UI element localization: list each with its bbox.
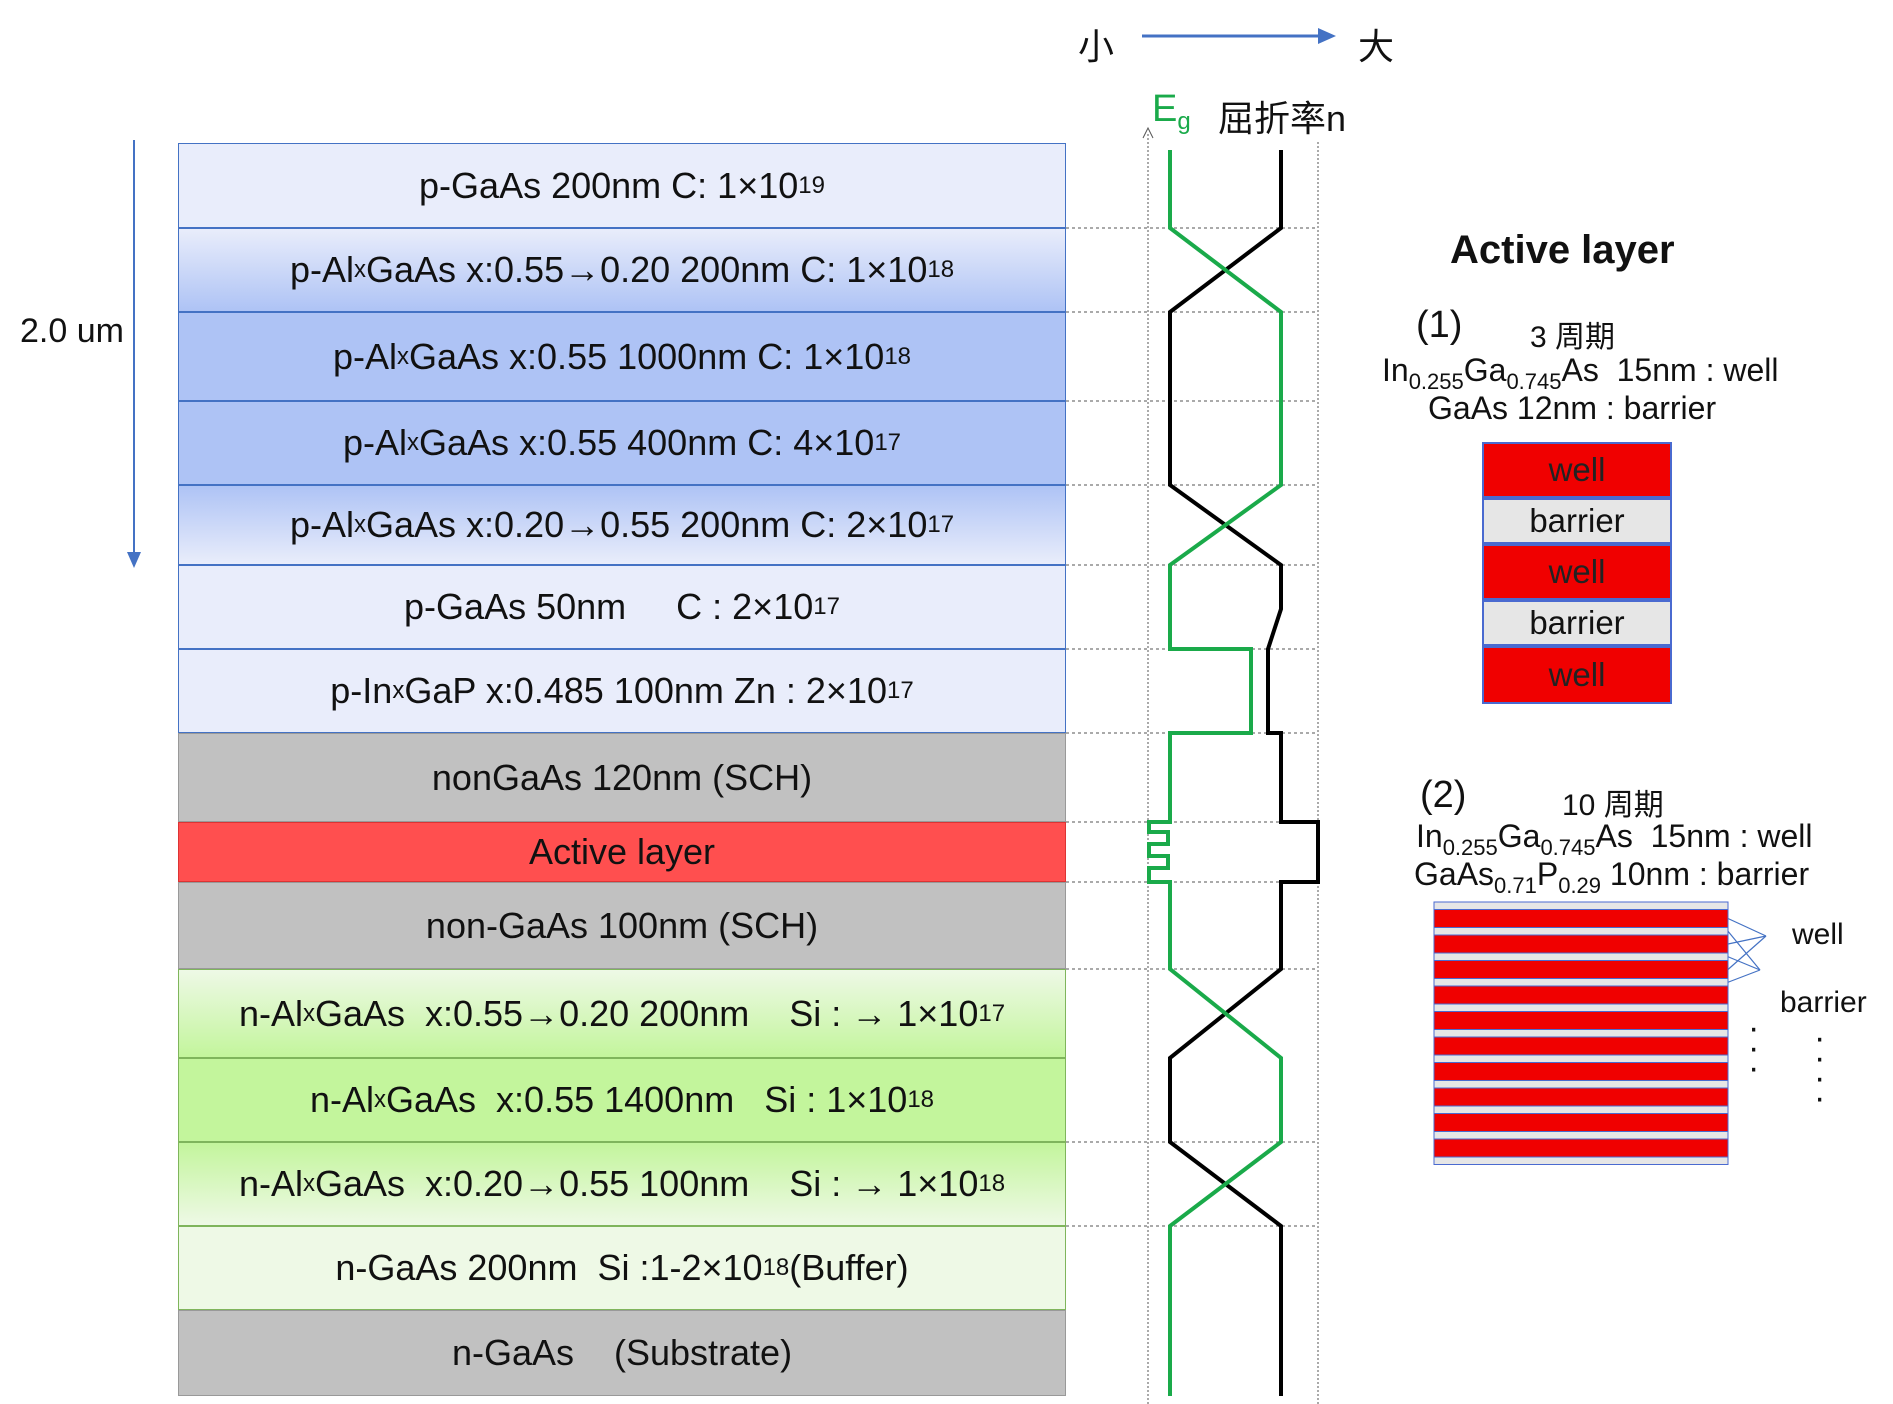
well-pointer-line	[1727, 917, 1767, 937]
scale-large-label: 大	[1358, 26, 1395, 67]
option1-well-3: well	[1482, 646, 1672, 704]
mqw-well	[1433, 1036, 1729, 1056]
mqw-barrier	[1433, 952, 1729, 961]
layer-active: Active layer	[178, 822, 1066, 882]
option2-number: (2)	[1420, 774, 1467, 816]
layer-p-gaas-cap: p-GaAs 200nm C: 1 × 10 19	[178, 143, 1066, 228]
eg-curve	[1147, 150, 1283, 1396]
layer-p-ingap: p-In x GaP x:0.485 100nm Zn : 2 × 10 17	[178, 649, 1066, 733]
continuation-dots-right: · · · ·	[1814, 1019, 1826, 1117]
scale-arrow-icon	[1142, 28, 1336, 44]
option1-barrier-line: GaAs 12nm : barrier	[1428, 390, 1717, 426]
option2-well-label: well	[1792, 918, 1844, 951]
axis-arrow-icon	[1142, 126, 1154, 139]
layer-n-algaas-grade-top: n-Al x GaAs x:0.55→0.20 200nm Si : → 1 × 10 1…	[178, 969, 1066, 1058]
reference-guide-lines	[1147, 134, 1319, 1404]
layer-p-gaas-50: p-GaAs 50nm C : 2 × 10 17	[178, 565, 1066, 649]
option1-barrier-2: barrier	[1482, 600, 1672, 646]
mqw-barrier	[1433, 1156, 1729, 1165]
option1-well-2: well	[1482, 544, 1672, 600]
layer-p-algaas-cladding-1000: p-Al x GaAs x:0.55 1000nm C: 1 × 10 18	[178, 312, 1066, 401]
mqw-barrier	[1433, 1029, 1729, 1038]
option1-well-1: well	[1482, 442, 1672, 498]
active-layer-title: Active layer	[1450, 228, 1675, 272]
option2-well-line: In0.255Ga0.745As 15nm : well	[1416, 818, 1813, 860]
option2-barrier-label: barrier	[1780, 986, 1867, 1019]
layer-n-algaas-grade-bottom: n-Al x GaAs x:0.20→0.55 100nm Si : → 1 × 10 1…	[178, 1142, 1066, 1226]
option2-mqw-stack	[1433, 901, 1767, 1165]
mqw-well	[1433, 1138, 1729, 1158]
refractive-index-curve	[1168, 150, 1320, 1396]
option1-barrier-1: barrier	[1482, 498, 1672, 544]
mqw-barrier	[1433, 1054, 1729, 1063]
layer-n-algaas-cladding: n-Al x GaAs x:0.55 1400nm Si : 1 × 10 18	[178, 1058, 1066, 1142]
well-pointer-line	[1727, 935, 1767, 945]
mqw-barrier	[1433, 927, 1729, 936]
layer-sch-upper: nonGaAs 120nm (SCH)	[178, 733, 1066, 822]
layer-p-algaas-grade-top: p-Al x GaAs x:0.55→0.20 200nm C: 1 × 10 18	[178, 228, 1066, 312]
option1-period: 3 周期	[1530, 321, 1616, 354]
layer-n-gaas-buffer: n-GaAs 200nm Si :1-2 × 10 18 (Buffer)	[178, 1226, 1066, 1310]
option1-well-line: In0.255Ga0.745As 15nm : well	[1382, 352, 1779, 394]
layer-boundary-lines	[1066, 227, 1318, 1227]
mqw-well	[1433, 1062, 1729, 1081]
layer-substrate: n-GaAs (Substrate)	[178, 1310, 1066, 1396]
mqw-barrier	[1433, 1003, 1729, 1012]
barrier-pointer-line	[1727, 930, 1761, 971]
mqw-barrier	[1433, 1080, 1729, 1089]
mqw-well	[1433, 985, 1729, 1005]
barrier-pointer-line	[1727, 956, 1761, 971]
mqw-well	[1433, 1011, 1729, 1030]
mqw-barrier	[1433, 1105, 1729, 1114]
mqw-well	[1433, 1087, 1729, 1107]
well-pointer-line	[1727, 935, 1767, 970]
option2-barrier-line: GaAs0.71P0.29 10nm : barrier	[1414, 856, 1810, 898]
mqw-well	[1433, 909, 1729, 928]
mqw-barrier	[1433, 901, 1729, 910]
mqw-barrier	[1433, 978, 1729, 987]
layer-p-algaas-grade-bottom: p-Al x GaAs x:0.20→0.55 200nm C: 2 × 10 17	[178, 485, 1066, 565]
option1-number: (1)	[1416, 304, 1463, 346]
scale-small-label: 小	[1078, 26, 1115, 67]
layer-sch-lower: non-GaAs 100nm (SCH)	[178, 882, 1066, 969]
layer-p-algaas-cladding-400: p-Al x GaAs x:0.55 400nm C: 4 × 10 17	[178, 401, 1066, 485]
option2-period: 10 周期	[1562, 789, 1664, 822]
continuation-dots-left: · · ·	[1748, 1009, 1760, 1087]
refractive-index-label: 屈折率n	[1218, 98, 1347, 139]
depth-arrow-icon	[127, 140, 141, 568]
mqw-barrier	[1433, 1131, 1729, 1140]
depth-label: 2.0 um	[20, 312, 124, 350]
mqw-well	[1433, 934, 1729, 954]
eg-curve-label: Eg	[1152, 88, 1191, 135]
mqw-well	[1433, 960, 1729, 979]
barrier-pointer-line	[1727, 969, 1761, 983]
mqw-well	[1433, 1113, 1729, 1132]
